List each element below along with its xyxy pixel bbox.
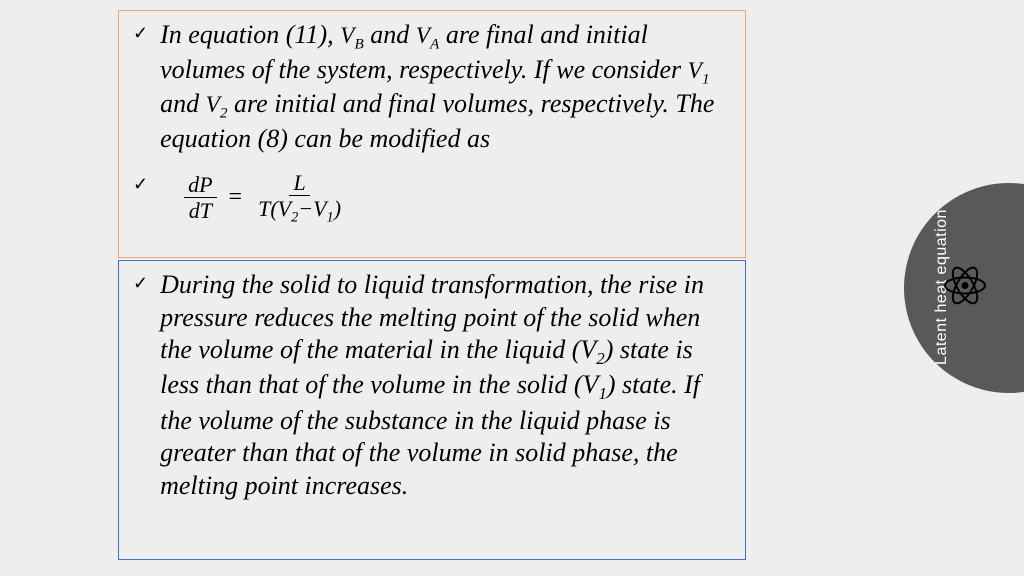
subscript: 1 <box>598 385 606 404</box>
var-v2: V2 <box>206 92 228 118</box>
fraction-lhs: dP dT <box>184 172 216 224</box>
explanation-box-2: ✓ During the solid to liquid transformat… <box>118 260 746 560</box>
numerator: L <box>289 170 309 196</box>
denominator: dT <box>185 198 216 223</box>
text: In equation (11), <box>160 20 340 49</box>
atom-icon <box>942 263 988 314</box>
explanation-box-1: ✓ In equation (11), VB and VA are final … <box>118 10 746 258</box>
numerator: dP <box>184 172 216 198</box>
denominator: T(V2−V1) <box>254 196 345 226</box>
paragraph-1: In equation (11), VB and VA are final an… <box>160 19 725 156</box>
text: and <box>364 20 416 49</box>
paragraph-2: During the solid to liquid transformatio… <box>160 269 725 502</box>
equation: dP dT = L T(V2−V1) <box>184 170 345 226</box>
equals-sign: = <box>229 184 243 211</box>
text: are initial and final volumes, respectiv… <box>160 89 714 153</box>
var-va: VA <box>416 23 440 49</box>
check-icon: ✓ <box>133 273 148 294</box>
text: and <box>160 89 206 118</box>
bullet-item-equation: ✓ dP dT = L T(V2−V1) <box>133 170 725 226</box>
var-vb: VB <box>340 23 364 49</box>
subscript: 2 <box>596 349 604 368</box>
check-icon: ✓ <box>133 23 148 44</box>
bullet-item-2: ✓ During the solid to liquid transformat… <box>133 269 725 502</box>
bullet-item-1: ✓ In equation (11), VB and VA are final … <box>133 19 725 156</box>
var-v1: V1 <box>688 58 710 84</box>
fraction-rhs: L T(V2−V1) <box>254 170 345 226</box>
side-tab: Latent heat equation <box>904 183 1024 393</box>
check-icon: ✓ <box>133 174 148 195</box>
